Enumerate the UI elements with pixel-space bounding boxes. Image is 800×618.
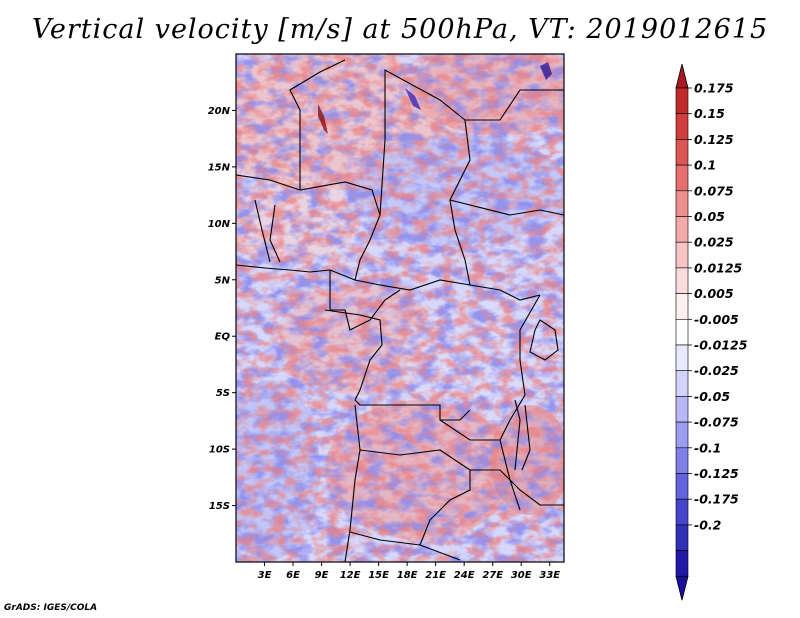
lon-tick-label: 12E: [340, 570, 361, 581]
page-title: Vertical velocity [m/s] at 500hPa, VT: 2…: [31, 14, 769, 45]
colorbar-swatch: [675, 139, 689, 166]
colorbar-label: -0.075: [694, 415, 739, 430]
colorbar-label: 0.0125: [694, 260, 743, 275]
colorbar-swatch: [675, 370, 689, 397]
colorbar-swatch: [675, 267, 689, 294]
colorbar-label: 0.175: [694, 81, 734, 96]
lon-tick-label: 24E: [454, 570, 475, 581]
lon-tick-label: 15E: [368, 570, 389, 581]
colorbar-label: -0.0125: [694, 338, 748, 353]
velocity-field: [235, 53, 565, 563]
colorbar-top-arrow: [675, 63, 689, 89]
colorbar-label: 0.075: [694, 183, 734, 198]
colorbar-swatch: [675, 318, 689, 346]
country-boundaries: [236, 59, 564, 562]
colorbar-swatch: [675, 241, 689, 269]
lon-tick-label: 6E: [286, 570, 300, 581]
colorbar-swatch: [675, 190, 689, 217]
lon-tick-label: 27E: [482, 570, 503, 581]
colorbar-swatch: [675, 293, 689, 320]
lat-tick-label: 15S: [209, 501, 230, 512]
colorbar-swatch: [675, 421, 689, 449]
lon-tick-label: 21E: [425, 570, 446, 581]
lat-tick-label: 5N: [215, 275, 231, 286]
colorbar-swatch: [675, 164, 689, 192]
colorbar-swatch: [675, 216, 689, 243]
lon-tick-label: 3E: [258, 570, 272, 581]
colorbar-label: 0.05: [694, 209, 725, 224]
colorbar-bottom-arrow: [675, 575, 689, 601]
colorbar-swatch: [675, 524, 689, 551]
credit-label: GrADS: IGES/COLA: [4, 603, 98, 613]
colorbar: 0.175 0.15 0.125 0.1 0.075 0.05 0.025 0.0125 0.0…: [675, 63, 748, 601]
colorbar-swatch: [675, 87, 689, 115]
colorbar-label: -0.025: [694, 363, 739, 378]
colorbar-swatch: [675, 396, 689, 423]
colorbar-label: -0.2: [694, 517, 721, 532]
colorbar-swatch: [675, 498, 689, 526]
longitude-axis: 3E 6E 9E 12E 15E 18E 21E 24E 27E 30E 33E: [258, 562, 560, 581]
lon-tick-label: 9E: [315, 570, 329, 581]
plot-frame: [235, 53, 565, 563]
colorbar-label: 0.005: [694, 286, 734, 301]
colorbar-label: -0.175: [694, 492, 739, 507]
lat-tick-label: 10S: [209, 445, 230, 456]
colorbar-label: -0.1: [694, 440, 721, 455]
lon-tick-label: 30E: [511, 570, 532, 581]
lat-tick-label: 20N: [208, 106, 231, 117]
lat-tick-label: EQ: [215, 332, 231, 343]
colorbar-swatch: [675, 550, 689, 577]
lat-tick-label: 5S: [216, 388, 230, 399]
colorbar-swatch: [675, 344, 689, 372]
colorbar-swatch: [675, 113, 689, 140]
lat-tick-label: 15N: [208, 162, 231, 173]
lat-tick-label: 10N: [208, 219, 231, 230]
colorbar-label: 0.125: [694, 132, 734, 147]
latitude-axis: 20N 15N 10N 5N EQ 5S 10S 15S: [208, 106, 236, 512]
colorbar-label: 0.15: [694, 106, 725, 121]
colorbar-label: -0.05: [694, 389, 730, 404]
colorbar-swatch: [675, 447, 689, 474]
colorbar-label: -0.125: [694, 466, 739, 481]
lon-tick-label: 18E: [397, 570, 418, 581]
colorbar-label: 0.025: [694, 235, 734, 250]
colorbar-swatch: [675, 473, 689, 500]
lon-tick-label: 33E: [539, 570, 560, 581]
colorbar-label: -0.005: [694, 312, 739, 327]
colorbar-label: 0.1: [694, 158, 716, 173]
